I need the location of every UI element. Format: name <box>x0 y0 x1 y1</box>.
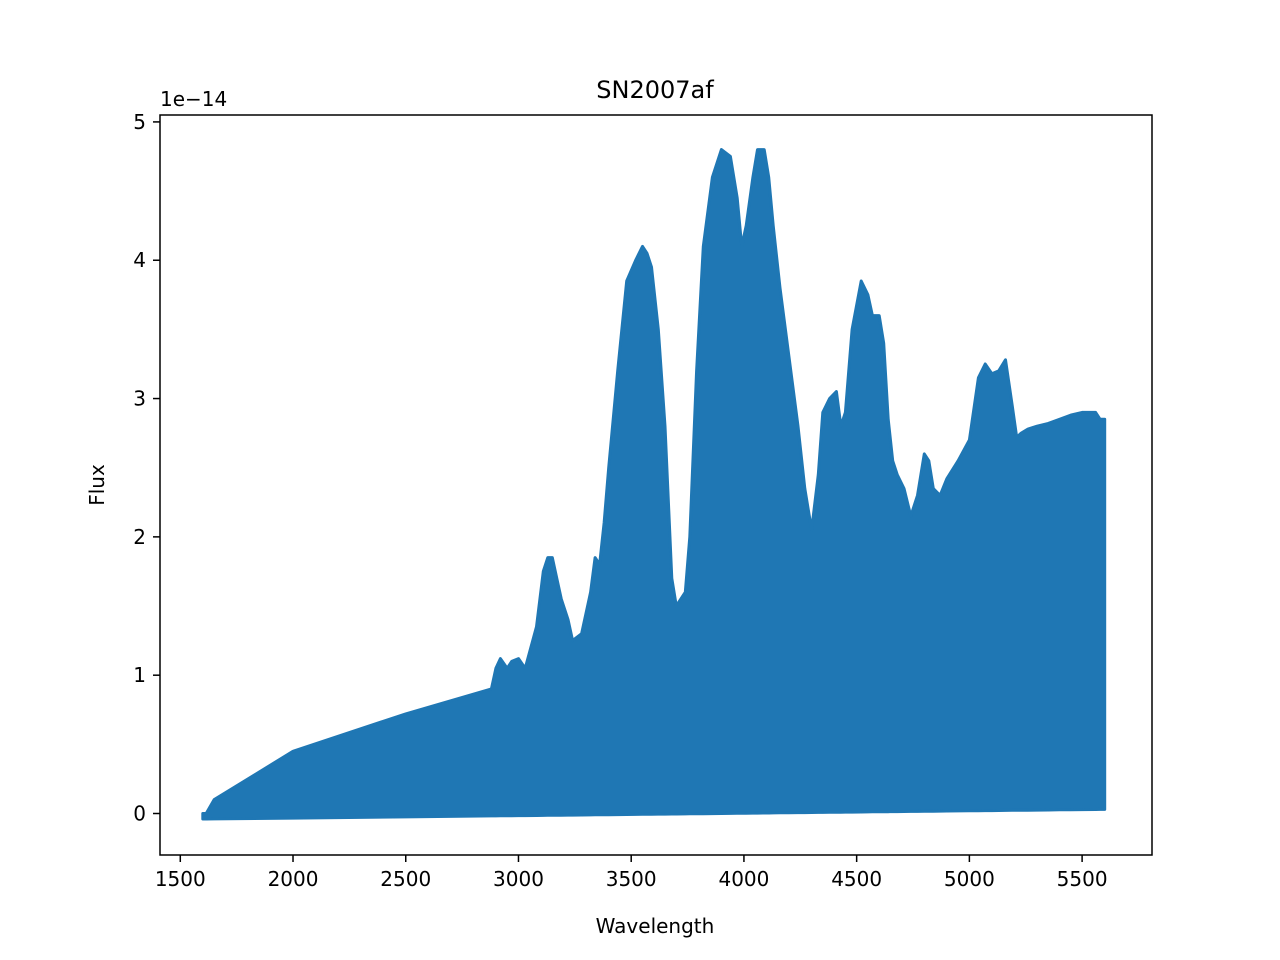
x-tick-label: 3000 <box>493 867 544 891</box>
y-tick-label: 4 <box>133 248 146 272</box>
x-tick-label: 2000 <box>268 867 319 891</box>
y-tick-label: 0 <box>133 802 146 826</box>
x-tick-label: 5500 <box>1057 867 1108 891</box>
spectra-band <box>201 148 1107 821</box>
x-tick-label: 5000 <box>944 867 995 891</box>
plot-area <box>201 148 1107 821</box>
x-tick-label: 1500 <box>155 867 206 891</box>
plot-frame <box>159 114 1153 856</box>
y-tick-label: 1 <box>133 663 146 687</box>
x-tick-label: 4000 <box>718 867 769 891</box>
x-tick-label: 2500 <box>380 867 431 891</box>
x-tick-label: 4500 <box>831 867 882 891</box>
y-axis: 0 1 2 3 4 5 <box>133 110 160 826</box>
x-axis: 1500 2000 2500 3000 3500 4000 4500 5000 5500 <box>155 855 1108 891</box>
y-tick-label: 2 <box>133 525 146 549</box>
y-tick-label: 5 <box>133 110 146 134</box>
x-axis-label: Wavelength <box>596 914 715 938</box>
chart-title: SN2007af <box>596 76 714 104</box>
x-tick-label: 3500 <box>606 867 657 891</box>
y-axis-label: Flux <box>85 464 109 506</box>
y-offset-label: 1e−14 <box>160 87 227 111</box>
y-tick-label: 3 <box>133 387 146 411</box>
